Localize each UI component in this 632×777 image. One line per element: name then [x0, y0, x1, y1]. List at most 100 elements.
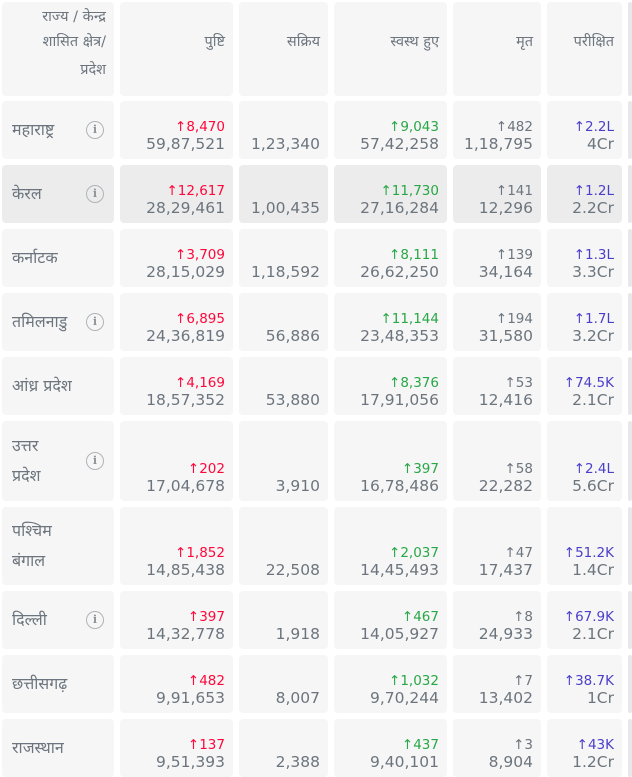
- row-1-state-cell[interactable]: केरल i: [2, 165, 114, 223]
- deceased-delta: ↑7: [513, 673, 533, 689]
- tested-total: 2.2Cr: [572, 199, 614, 217]
- row-8-recovered-cell: ↑1,032 9,70,244: [334, 655, 447, 713]
- state-name: केरल: [12, 184, 42, 203]
- row-5-state-cell[interactable]: उत्तर प्रदेश i: [2, 421, 114, 501]
- confirmed-total: 14,85,438: [146, 561, 225, 579]
- row-6-deceased-cell: ↑47 17,437: [453, 507, 541, 585]
- row-2-confirmed-cell: ↑3,709 28,15,029: [120, 229, 233, 287]
- row-4-confirmed-cell: ↑4,169 18,57,352: [120, 357, 233, 415]
- recovered-delta: ↑467: [401, 609, 439, 625]
- active-total: 56,886: [265, 327, 320, 345]
- row-9-confirmed-cell: ↑137 9,51,393: [120, 719, 233, 777]
- recovered-total: 14,45,493: [360, 561, 439, 579]
- row-0-active-cell: 1,23,340: [239, 101, 328, 159]
- row-0-deceased-cell: ↑482 1,18,795: [453, 101, 541, 159]
- header-recovered[interactable]: स्वस्थ हुए: [334, 2, 447, 96]
- confirmed-delta: ↑397: [187, 609, 225, 625]
- row-7-deceased-cell: ↑8 24,933: [453, 591, 541, 649]
- row-6-active-cell: 22,508: [239, 507, 328, 585]
- deceased-delta: ↑8: [513, 609, 533, 625]
- confirmed-total: 59,87,521: [146, 135, 225, 153]
- info-icon[interactable]: i: [86, 185, 104, 203]
- row-4-state-cell[interactable]: आंध्र प्रदेश: [2, 357, 114, 415]
- row-7-state-cell[interactable]: दिल्ली i: [2, 591, 114, 649]
- active-total: 53,880: [265, 391, 320, 409]
- header-deceased-label: मृत: [516, 34, 533, 50]
- confirmed-delta: ↑1,852: [175, 545, 225, 561]
- row-4-deceased-cell: ↑53 12,416: [453, 357, 541, 415]
- recovered-delta: ↑1,032: [389, 673, 439, 689]
- deceased-total: 22,282: [478, 477, 533, 495]
- state-name: आंध्र प्रदेश: [12, 376, 72, 395]
- active-total: 22,508: [265, 561, 320, 579]
- state-name: दिल्ली: [12, 610, 47, 629]
- header-confirmed[interactable]: पुष्टि: [120, 2, 233, 96]
- row-7-tested-cell: ↑67.9K 2.1Cr: [547, 591, 622, 649]
- deceased-total: 12,296: [478, 199, 533, 217]
- deceased-total: 1,18,795: [463, 135, 533, 153]
- row-9-tested-cell: ↑43K 1.2Cr: [547, 719, 622, 777]
- row-7-recovered-cell: ↑467 14,05,927: [334, 591, 447, 649]
- row-2-recovered-cell: ↑8,111 26,62,250: [334, 229, 447, 287]
- scroll-edge: [628, 421, 632, 501]
- row-4-recovered-cell: ↑8,376 17,91,056: [334, 357, 447, 415]
- header-state[interactable]: राज्य / केन्द्र शासित क्षेत्र/ प्रदेश: [2, 2, 114, 96]
- recovered-total: 27,16,284: [360, 199, 439, 217]
- row-3-tested-cell: ↑1.7L 3.2Cr: [547, 293, 622, 351]
- row-5-deceased-cell: ↑58 22,282: [453, 421, 541, 501]
- row-9-recovered-cell: ↑437 9,40,101: [334, 719, 447, 777]
- header-tested[interactable]: परीक्षित: [547, 2, 622, 96]
- deceased-delta: ↑482: [495, 119, 533, 135]
- tested-delta: ↑38.7K: [563, 673, 614, 689]
- recovered-total: 14,05,927: [360, 625, 439, 643]
- confirmed-delta: ↑12,617: [166, 183, 225, 199]
- row-8-active-cell: 8,007: [239, 655, 328, 713]
- tested-delta: ↑2.2L: [573, 119, 614, 135]
- row-2-active-cell: 1,18,592: [239, 229, 328, 287]
- state-name: छत्तीसगढ़: [12, 674, 68, 693]
- row-1-tested-cell: ↑1.2L 2.2Cr: [547, 165, 622, 223]
- tested-total: 2.1Cr: [572, 625, 614, 643]
- row-6-state-cell[interactable]: पश्चिम बंगाल: [2, 507, 114, 585]
- row-0-confirmed-cell: ↑8,470 59,87,521: [120, 101, 233, 159]
- state-name: बंगाल: [12, 551, 46, 570]
- info-icon[interactable]: i: [86, 452, 104, 470]
- row-2-state-cell[interactable]: कर्नाटक: [2, 229, 114, 287]
- info-icon[interactable]: i: [86, 121, 104, 139]
- tested-total: 5.6Cr: [572, 477, 614, 495]
- row-3-state-cell[interactable]: तमिलनाडु i: [2, 293, 114, 351]
- recovered-total: 57,42,258: [360, 135, 439, 153]
- header-deceased[interactable]: मृत: [453, 2, 541, 96]
- tested-delta: ↑1.7L: [573, 311, 614, 327]
- info-icon[interactable]: i: [86, 611, 104, 629]
- state-name: राजस्थान: [12, 738, 64, 757]
- row-9-state-cell[interactable]: राजस्थान: [2, 719, 114, 777]
- state-name: कर्नाटक: [12, 248, 58, 267]
- deceased-total: 17,437: [478, 561, 533, 579]
- state-name: तमिलनाडु: [12, 312, 68, 331]
- recovered-total: 17,91,056: [360, 391, 439, 409]
- tested-total: 4Cr: [586, 135, 614, 153]
- info-icon[interactable]: i: [86, 313, 104, 331]
- tested-total: 1.4Cr: [572, 561, 614, 579]
- state-name: उत्तर: [12, 436, 39, 455]
- confirmed-total: 18,57,352: [146, 391, 225, 409]
- row-6-confirmed-cell: ↑1,852 14,85,438: [120, 507, 233, 585]
- deceased-total: 12,416: [478, 391, 533, 409]
- row-0-state-cell[interactable]: महाराष्ट्र i: [2, 101, 114, 159]
- row-8-state-cell[interactable]: छत्तीसगढ़: [2, 655, 114, 713]
- confirmed-total: 9,51,393: [155, 753, 225, 771]
- active-total: 1,00,435: [250, 199, 320, 217]
- row-6-recovered-cell: ↑2,037 14,45,493: [334, 507, 447, 585]
- state-name: पश्चिम: [12, 521, 52, 540]
- header-tested-label: परीक्षित: [573, 34, 614, 50]
- recovered-delta: ↑11,730: [380, 183, 439, 199]
- row-1-deceased-cell: ↑141 12,296: [453, 165, 541, 223]
- tested-total: 2.1Cr: [572, 391, 614, 409]
- scroll-edge: [628, 591, 632, 649]
- recovered-delta: ↑437: [401, 737, 439, 753]
- recovered-delta: ↑8,376: [389, 375, 439, 391]
- header-active[interactable]: सक्रिय: [239, 2, 328, 96]
- tested-delta: ↑1.3L: [573, 247, 614, 263]
